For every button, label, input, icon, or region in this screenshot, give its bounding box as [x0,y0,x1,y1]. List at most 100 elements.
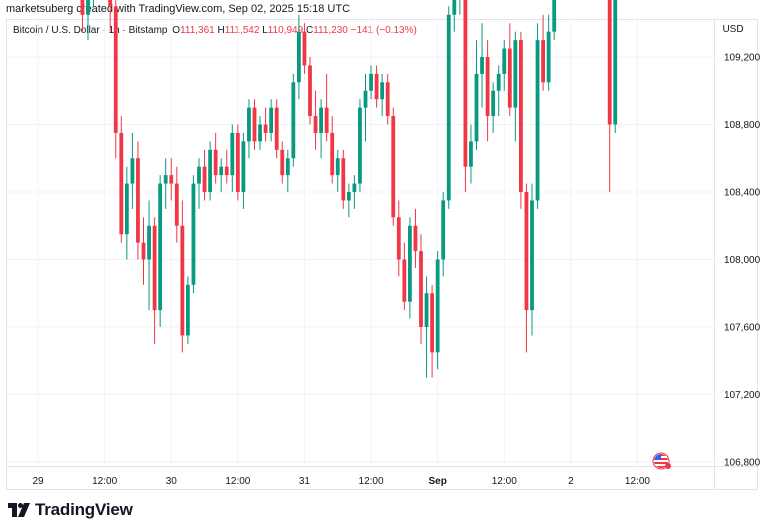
candle [158,175,163,327]
candle [513,31,518,142]
candle-body [86,0,90,15]
candle-body [269,107,274,133]
candle [191,175,196,294]
candle [180,200,185,353]
candle-body [396,217,401,260]
candle [202,149,207,201]
time-tick-label: 2 [568,476,574,487]
currency-button[interactable]: USD [722,24,744,35]
candle-body [491,90,496,117]
candle-body [496,73,501,91]
time-tick-label: 30 [166,476,178,487]
candle-body [352,183,357,192]
candle-body [480,57,484,74]
candle [269,99,274,142]
candle [235,124,240,201]
candle-body [213,149,218,176]
candle-body [263,124,268,133]
candle-body [313,116,318,133]
candle [219,158,224,192]
price-tick-label: 107,600 [724,323,761,334]
candle [136,141,140,260]
high-value: 111,542 [224,25,260,36]
candle [463,0,468,192]
candle-body [280,149,285,176]
tradingview-wordmark: TradingView [35,500,133,519]
close-label: C [305,25,314,36]
candle-body [191,183,196,285]
candle [186,276,190,344]
candle-body [419,251,423,327]
candle-body [119,132,124,235]
candle [530,183,534,336]
candle [108,0,113,32]
economic-event-flag-icon[interactable] [652,451,672,471]
time-tick-label: 12:00 [359,476,384,487]
candle [124,166,129,260]
candle [541,14,545,91]
chart-frame [6,19,758,490]
candle [452,0,457,32]
candle-body [502,48,507,74]
symbol-legend: Bitcoin / U.S. Dollar · 1h · Bitstamp O 1… [13,25,417,36]
candle [352,175,357,209]
candle [263,107,268,142]
candle-body [541,40,545,83]
low-value: 110,949 [267,25,304,36]
candles [80,0,618,378]
candle-body [469,141,473,167]
time-tick-label: 12:00 [225,476,250,487]
tradingview-logo[interactable]: TradingView [8,499,133,521]
chart-grid [6,19,758,490]
change-value: −141 (−0.13%) [350,25,417,36]
candle-body [197,166,201,184]
time-tick-label: 29 [32,476,44,487]
candle [174,166,179,243]
candle [391,107,396,226]
candle-body [402,259,407,302]
candle-body [330,132,335,176]
candle [147,200,151,311]
low-label: L [262,25,268,36]
candle-body [446,14,451,201]
price-tick-label: 108,400 [724,188,761,199]
candle [613,0,618,133]
candle [113,0,118,159]
candle [469,124,473,184]
candle [152,217,157,344]
candle [441,192,446,277]
candle [502,40,507,91]
candle [524,183,529,353]
candle [402,242,407,311]
price-axis[interactable]: 112,800112,400112,000111,600110,800110,4… [724,0,761,469]
candle-body [169,175,174,184]
candle-body [130,158,135,184]
candle [480,23,484,108]
candle-body [452,0,457,15]
candle [241,132,246,209]
candle [163,158,168,209]
price-tick-label: 106,800 [724,458,761,469]
candle [213,132,218,184]
price-tick-label: 109,200 [724,53,761,64]
candle-body [346,192,351,201]
candle-body [158,183,163,311]
candle [319,99,323,159]
time-tick-label: 12:00 [625,476,650,487]
candle-body [358,107,362,184]
candle-body [235,132,240,192]
candle-body [435,259,440,353]
tradingview-mark-icon [8,503,30,517]
open-label: O [172,25,181,36]
candle-body [552,0,557,32]
candle-body [535,40,540,201]
time-axis[interactable]: 29 12:00 30 12:00 31 12:00 Sep 12:00 2 12:00 [32,476,650,487]
candle-body [230,132,235,176]
candle [324,73,329,142]
candle [230,124,235,192]
candle-body [324,107,329,133]
candle-body [186,284,190,336]
candle-body [546,31,551,83]
symbol-description: Bitcoin / U.S. Dollar · 1h · Bitstamp [13,25,168,36]
